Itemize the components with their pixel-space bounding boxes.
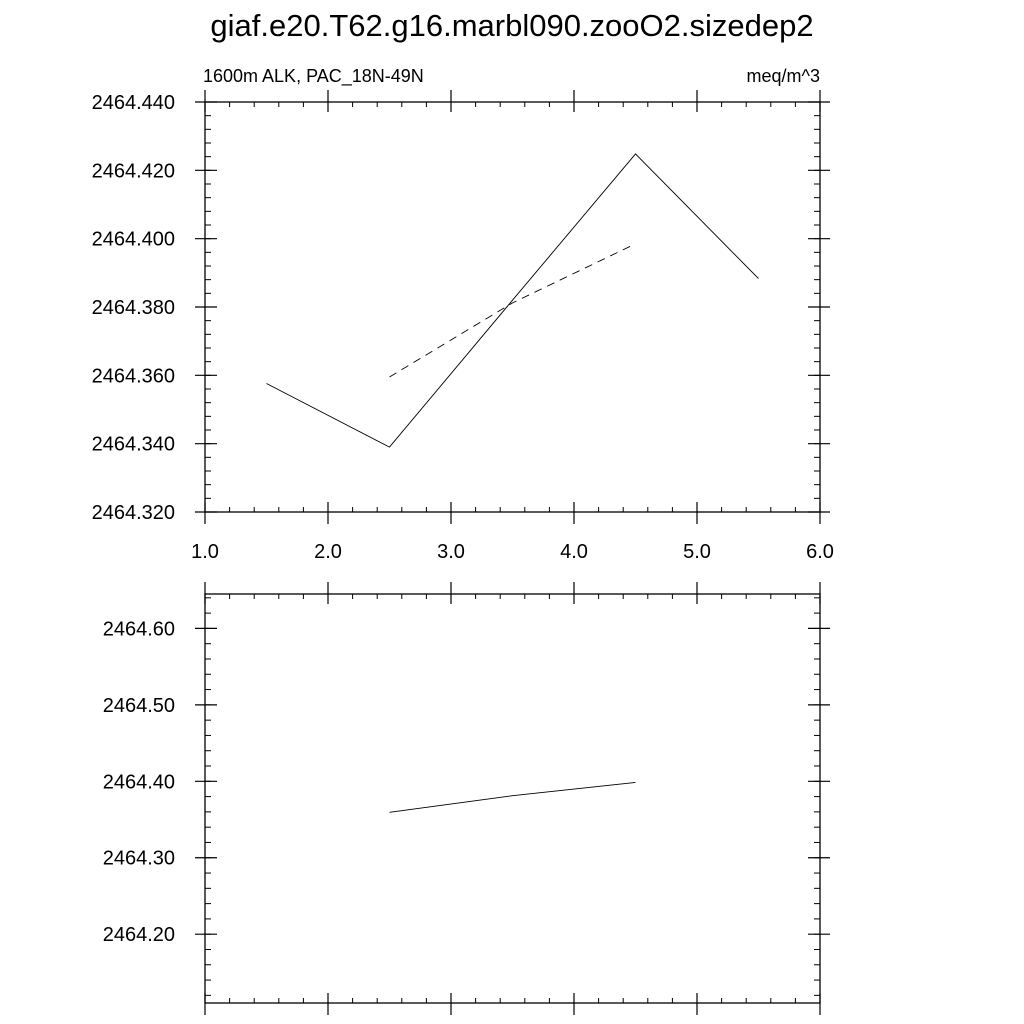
- y-tick-label: 2464.50: [103, 695, 175, 717]
- x-tick-label: 5.0: [683, 541, 711, 563]
- y-tick-label: 2464.420: [92, 160, 175, 182]
- series-line-solid: [266, 153, 759, 448]
- bottom-panel: 2464.20 2464.30 2464.40 2464.50 2464.60: [103, 582, 830, 1015]
- x-tick-label: 6.0: [806, 541, 834, 563]
- x-tick-label: 3.0: [437, 541, 465, 563]
- chart-title: giaf.e20.T62.g16.marbl090.zooO2.sizedep2: [210, 8, 813, 43]
- x-tick-label: 2.0: [314, 541, 342, 563]
- y-tick-label: 2464.400: [92, 229, 175, 251]
- y-tick-label: 2464.380: [92, 297, 175, 319]
- plot-frame: [204, 101, 821, 513]
- y-tick-label: 2464.320: [92, 502, 175, 524]
- y-tick-label: 2464.340: [92, 434, 175, 456]
- y-tick-label: 2464.20: [103, 924, 175, 946]
- top-panel: 1.0 2.0 3.0 4.0 5.0 6.0 2464.320 2464.340 2464.3…: [92, 66, 834, 563]
- series-line-solid: [389, 781, 636, 813]
- y-tick-label: 2464.30: [103, 848, 175, 870]
- x-tick-label: 1.0: [191, 541, 219, 563]
- y-tick-label: 2464.40: [103, 771, 175, 793]
- x-tick-label: 4.0: [560, 541, 588, 563]
- y-tick-label: 2464.360: [92, 365, 175, 387]
- y-tick-label: 2464.60: [103, 618, 175, 640]
- panel-left-label: 1600m ALK, PAC_18N-49N: [203, 66, 424, 87]
- panel-right-label: meq/m^3: [747, 66, 820, 86]
- series-line-dashed: [389, 243, 636, 378]
- plot-frame: [204, 593, 821, 1004]
- y-tick-label: 2464.440: [92, 92, 175, 114]
